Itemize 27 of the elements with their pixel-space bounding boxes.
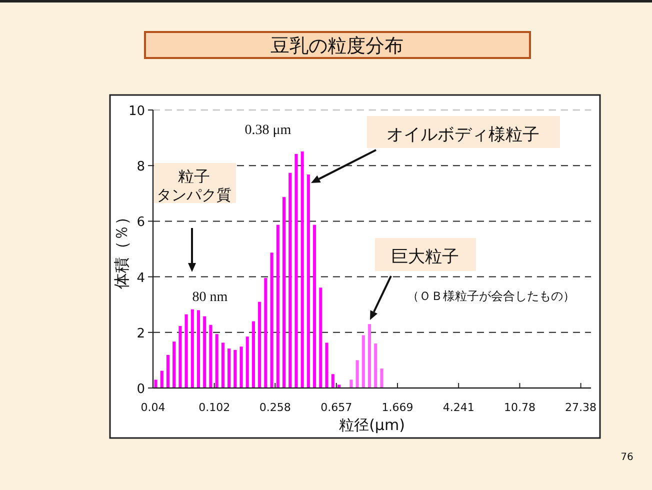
x-tick-label: 0.258	[259, 401, 291, 414]
x-tick-label: 4.241	[442, 401, 474, 414]
annotation: 80 nm	[192, 290, 228, 305]
annotation: タンパク質	[154, 183, 236, 204]
annotation: 0.38 μm	[244, 123, 292, 138]
y-tick-label: 4	[136, 270, 145, 286]
x-tick-label: 0.04	[140, 401, 166, 414]
y-tick-label: 2	[136, 326, 145, 342]
annotation: 76	[620, 452, 634, 463]
y-tick-label: 8	[136, 160, 145, 175]
x-tick-label: 10.78	[504, 401, 536, 414]
x-axis-title: 粒径(μm)	[339, 416, 405, 434]
x-tick-label: 0.657	[320, 401, 352, 414]
annotation: タンパク質	[156, 186, 232, 204]
y-tick-label: 10	[128, 104, 145, 119]
annotation: （ＯＢ様粒子が会合したもの）	[407, 289, 575, 303]
annotation: オイルボディ様粒子	[367, 116, 560, 148]
annotation: オイルボディ様粒子	[386, 125, 540, 145]
y-axis-title: 体積（％）	[112, 209, 131, 289]
x-tick-label: 27.38	[565, 401, 597, 414]
y-tick-label: 0	[136, 382, 145, 397]
chart-title: 豆乳の粒度分布	[270, 35, 404, 57]
annotation: 巨大粒子	[375, 238, 476, 271]
x-tick-label: 0.102	[198, 401, 230, 414]
annotation: 巨大粒子	[391, 247, 459, 267]
x-tick-label: 1.669	[382, 401, 414, 414]
y-tick-label: 6	[136, 215, 145, 230]
